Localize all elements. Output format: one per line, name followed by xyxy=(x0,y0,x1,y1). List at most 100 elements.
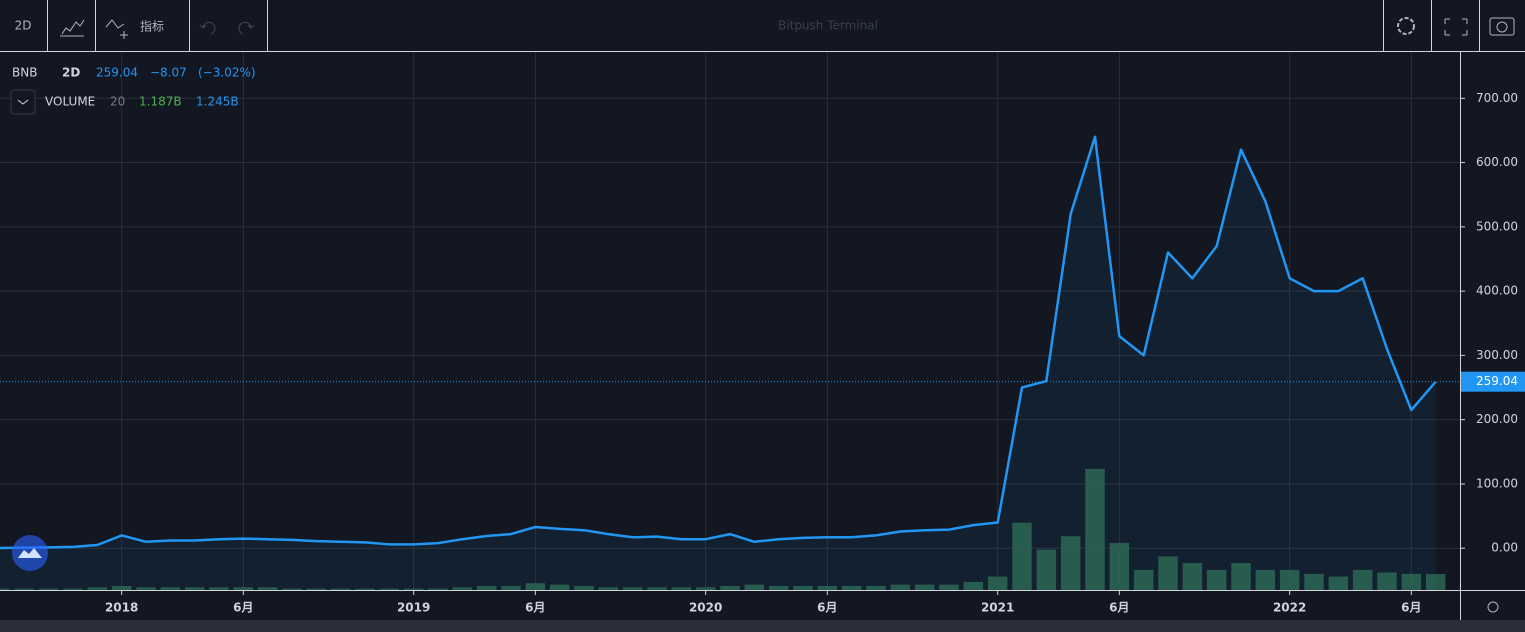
y-tick-label: 400.00 xyxy=(1476,284,1518,298)
volume-bar xyxy=(160,587,181,590)
toolbar xyxy=(0,0,1525,51)
last-price-tag xyxy=(1461,371,1525,392)
volume-bar xyxy=(793,585,813,590)
indicator-icon[interactable] xyxy=(105,19,128,39)
volume-bar xyxy=(282,588,302,590)
volume-bar xyxy=(452,587,473,590)
screenshot-icon[interactable] xyxy=(1489,17,1515,36)
volume-bar xyxy=(720,585,740,590)
volume-bar xyxy=(525,583,546,590)
chart-type-icon[interactable] xyxy=(60,19,85,37)
last-price-label: 259.04 xyxy=(1476,374,1518,388)
x-tick-label: 6月 xyxy=(233,601,253,615)
y-tick-label: 0.00 xyxy=(1491,541,1518,555)
volume-bar xyxy=(1352,569,1373,590)
indicators-button[interactable]: 指标 xyxy=(140,19,164,34)
volume-bar xyxy=(233,587,254,590)
volume-value: 1.187B xyxy=(139,95,182,109)
price-change-percent: (−3.02%) xyxy=(198,66,256,80)
volume-bar xyxy=(257,587,278,590)
y-tick-label: 100.00 xyxy=(1476,476,1518,490)
volume-bar xyxy=(501,585,521,590)
volume-bar xyxy=(1060,536,1081,590)
volume-bar xyxy=(768,585,789,590)
volume-period: 20 xyxy=(110,95,125,109)
volume-bar xyxy=(184,587,205,590)
volume-bar xyxy=(695,587,716,590)
volume-bar xyxy=(1255,569,1276,590)
volume-bar xyxy=(38,588,59,590)
volume-bar xyxy=(136,587,156,590)
volume-bar xyxy=(1133,569,1154,590)
screenshot-lens xyxy=(1496,21,1508,33)
fullscreen-icon[interactable] xyxy=(1444,18,1468,36)
volume-bar xyxy=(817,585,838,590)
axis-settings-icon[interactable] xyxy=(1487,601,1499,613)
volume-bar xyxy=(647,587,667,590)
volume-bar xyxy=(866,585,886,590)
volume-bar xyxy=(428,588,448,590)
volume-bar xyxy=(0,588,10,590)
volume-bar xyxy=(1377,572,1397,590)
terminal-title: Bitpush Terminal xyxy=(778,19,878,33)
redo-icon[interactable] xyxy=(238,21,255,35)
volume-bar xyxy=(744,584,765,590)
volume-bar xyxy=(1012,522,1032,590)
price-line xyxy=(0,135,1437,550)
symbol: BNB xyxy=(12,66,37,80)
x-tick-label: 2019 xyxy=(397,601,430,615)
x-tick-label: 6月 xyxy=(817,601,837,615)
price-area xyxy=(0,136,1436,591)
volume-bar xyxy=(939,584,959,590)
volume-bar xyxy=(987,576,1008,590)
settings-icon[interactable] xyxy=(1397,17,1415,35)
volume-bar xyxy=(598,587,619,590)
volume-bar xyxy=(549,584,570,590)
last-price: 259.04 xyxy=(96,66,138,80)
plot-area xyxy=(0,52,1460,591)
volume-bar xyxy=(1182,563,1203,590)
volume-bar xyxy=(330,588,351,590)
volume-bar xyxy=(1206,569,1227,590)
x-tick-label: 2022 xyxy=(1273,601,1306,615)
y-tick-label: 300.00 xyxy=(1476,348,1518,362)
price-change: −8.07 xyxy=(150,66,187,80)
volume-bar xyxy=(209,587,229,590)
volume-label: VOLUME xyxy=(45,95,95,109)
volume-bar xyxy=(914,584,935,590)
bottom-bar xyxy=(0,620,1525,632)
volume-bar xyxy=(63,588,83,590)
volume-bar xyxy=(379,588,400,590)
x-tick-label: 6月 xyxy=(1401,601,1421,615)
y-tick-label: 700.00 xyxy=(1476,91,1518,105)
collapse-button[interactable] xyxy=(10,89,36,115)
x-tick-label: 2021 xyxy=(981,601,1014,615)
volume-bar xyxy=(1085,468,1105,590)
y-tick-label: 200.00 xyxy=(1476,412,1518,426)
interval-button[interactable]: 2D xyxy=(15,19,32,33)
volume-bar xyxy=(476,585,497,590)
x-tick-label: 2020 xyxy=(689,601,722,615)
y-tick-label: 500.00 xyxy=(1476,219,1518,233)
x-tick-label: 6月 xyxy=(525,601,545,615)
volume-bar xyxy=(87,587,108,590)
logo-mark xyxy=(18,548,42,558)
volume-ma: 1.245B xyxy=(196,95,239,109)
undo-icon[interactable] xyxy=(199,21,216,35)
volume-bar xyxy=(622,587,643,590)
volume-bar xyxy=(1279,569,1300,590)
volume-bar xyxy=(963,581,984,590)
volume-bar xyxy=(1425,574,1446,590)
volume-bar xyxy=(841,585,862,590)
volume-bar xyxy=(403,588,424,590)
volume-bar xyxy=(306,588,327,590)
volume-bar xyxy=(574,585,594,590)
volume-bar xyxy=(14,588,35,590)
chevron xyxy=(17,99,29,105)
volume-bar xyxy=(1036,549,1057,590)
volume-bar xyxy=(1231,563,1251,590)
volume-bar xyxy=(1328,576,1349,590)
volume-bar xyxy=(1158,556,1178,590)
